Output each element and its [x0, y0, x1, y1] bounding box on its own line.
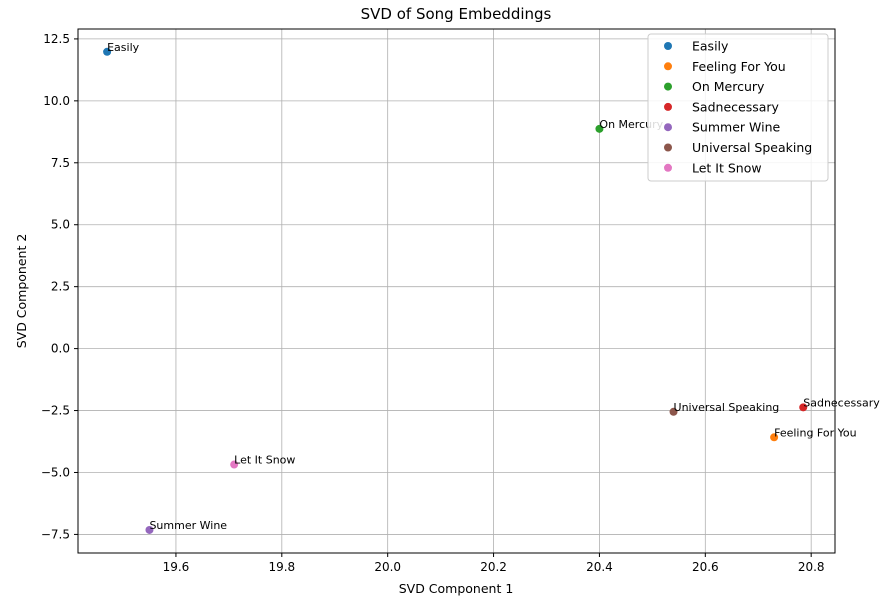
- legend-label: Sadnecessary: [692, 99, 780, 114]
- legend-marker: [664, 82, 672, 91]
- legend-entries: Easily Feeling For You On Mercury Sadnecess…: [664, 39, 812, 175]
- tick-layer: 19.6 19.8 20.0 20.2 20.4 20.6 20.8 −7.5 −5.0 −2.5…: [41, 32, 825, 574]
- chart-title: SVD of Song Embeddings: [361, 5, 552, 23]
- legend-box: [647, 33, 829, 182]
- x-tick-label: 20.8: [798, 560, 825, 574]
- y-tick-label: 12.5: [43, 32, 70, 46]
- y-tick-label: 5.0: [51, 218, 70, 232]
- legend-marker: [664, 143, 672, 152]
- legend-marker: [664, 42, 672, 50]
- legend-label: Easily: [692, 39, 729, 54]
- legend-label: Feeling For You: [692, 59, 786, 74]
- x-tick-label: 20.0: [374, 560, 401, 574]
- x-tick-label: 19.8: [268, 560, 295, 574]
- x-axis-label: SVD Component 1: [399, 581, 514, 596]
- data-point: [770, 433, 779, 442]
- y-tick-label: −5.0: [41, 465, 70, 479]
- x-tick-label: 20.6: [692, 560, 719, 574]
- point-label: Feeling For You: [774, 426, 856, 439]
- data-point: [103, 47, 112, 56]
- point-label: Summer Wine: [149, 519, 227, 532]
- y-tick-label: 10.0: [43, 94, 70, 108]
- y-tick-label: 2.5: [51, 280, 70, 294]
- y-tick-label: −7.5: [41, 527, 70, 541]
- y-tick-label: 7.5: [51, 156, 70, 170]
- x-tick-label: 20.2: [480, 560, 507, 574]
- y-tick-label: −2.5: [41, 404, 70, 418]
- data-point: [595, 124, 604, 133]
- data-point: [799, 403, 808, 412]
- x-tick-label: 19.6: [163, 560, 190, 574]
- data-point: [145, 525, 154, 534]
- legend-label: Let It Snow: [692, 160, 762, 175]
- point-layer: [103, 47, 808, 534]
- point-label: Universal Speaking: [674, 401, 780, 414]
- legend: Easily Feeling For You On Mercury Sadnecess…: [647, 33, 829, 182]
- data-point: [230, 460, 239, 469]
- y-axis-label: SVD Component 2: [14, 234, 29, 349]
- legend-label: Summer Wine: [692, 120, 780, 135]
- legend-label: On Mercury: [692, 79, 765, 94]
- point-label: Let It Snow: [234, 454, 295, 467]
- x-tick-label: 20.4: [586, 560, 613, 574]
- point-label: Sadnecessary: [803, 396, 880, 409]
- legend-marker: [664, 102, 672, 111]
- plot-frame: [77, 28, 836, 554]
- y-tick-label: 0.0: [51, 342, 70, 356]
- legend-marker: [664, 123, 672, 132]
- legend-label: Universal Speaking: [692, 140, 812, 155]
- legend-marker: [664, 163, 672, 172]
- legend-marker: [664, 62, 672, 71]
- point-label: Easily: [107, 41, 140, 54]
- data-point: [669, 407, 678, 416]
